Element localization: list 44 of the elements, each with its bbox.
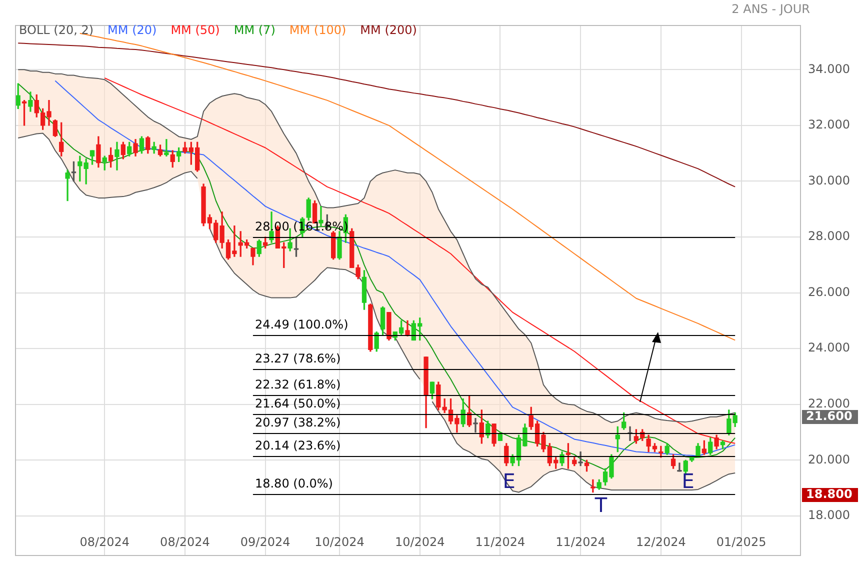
candlestick <box>658 446 664 458</box>
y-tick-label: 28.000 <box>808 229 850 244</box>
text: 21.600 <box>806 409 852 424</box>
candlestick <box>578 451 583 466</box>
text: MM (200) <box>360 23 417 38</box>
y-tick-label: 24.000 <box>808 340 850 355</box>
y-tick-label: 34.000 <box>808 62 850 76</box>
x-tick-label: 11/2024 <box>556 535 606 550</box>
y-tick-label: 26.000 <box>808 284 850 299</box>
candlestick <box>65 170 70 202</box>
text: 18.800 <box>806 487 852 502</box>
x-tick-label: 01/2025 <box>716 535 766 550</box>
y-tick-label: 22.000 <box>808 396 850 410</box>
annotation: E <box>682 469 694 494</box>
ref-line-label: 24.49 (100.0%) <box>254 318 348 332</box>
y-tick-label: 20.000 <box>808 452 850 466</box>
ref-line-label: 18.80 (0.0%) <box>254 476 334 491</box>
text: MM (20) <box>108 23 157 38</box>
y-tick-label: 30.000 <box>808 173 850 188</box>
text: BOLL (20, 2) <box>19 23 94 38</box>
text: MM (7) <box>234 23 276 38</box>
ref-line-label: 21.64 (50.0%) <box>254 396 341 411</box>
y-tick-label: 18.000 <box>808 508 850 522</box>
x-tick-label: 12/2024 <box>636 535 686 550</box>
x-tick-label: 11/2024 <box>475 535 526 550</box>
x-tick-label: 10/2024 <box>394 535 445 550</box>
candlestick <box>473 418 478 433</box>
y-tick-label: 32.000 <box>808 118 850 132</box>
x-tick-label: 08/2024 <box>80 535 130 550</box>
ref-line-label: 20.14 (23.6%) <box>254 438 341 453</box>
x-tick-label: 09/2024 <box>240 535 290 550</box>
text: MM (100) <box>289 23 346 38</box>
ref-line-label: 22.32 (61.8%) <box>254 378 341 392</box>
text: 2 ANS - JOUR <box>732 2 810 16</box>
ref-line-label: 23.27 (78.6%) <box>254 352 341 366</box>
x-tick-label: 10/2024 <box>314 535 364 550</box>
text: MM (50) <box>170 23 220 38</box>
annotation: E <box>502 469 516 494</box>
candlestick <box>677 462 682 472</box>
ref-line-label: 20.97 (38.2%) <box>254 416 341 430</box>
candlestick <box>164 139 169 156</box>
x-tick-label: 08/2024 <box>160 535 210 550</box>
candlestick <box>590 479 596 493</box>
annotation: T <box>594 493 608 518</box>
